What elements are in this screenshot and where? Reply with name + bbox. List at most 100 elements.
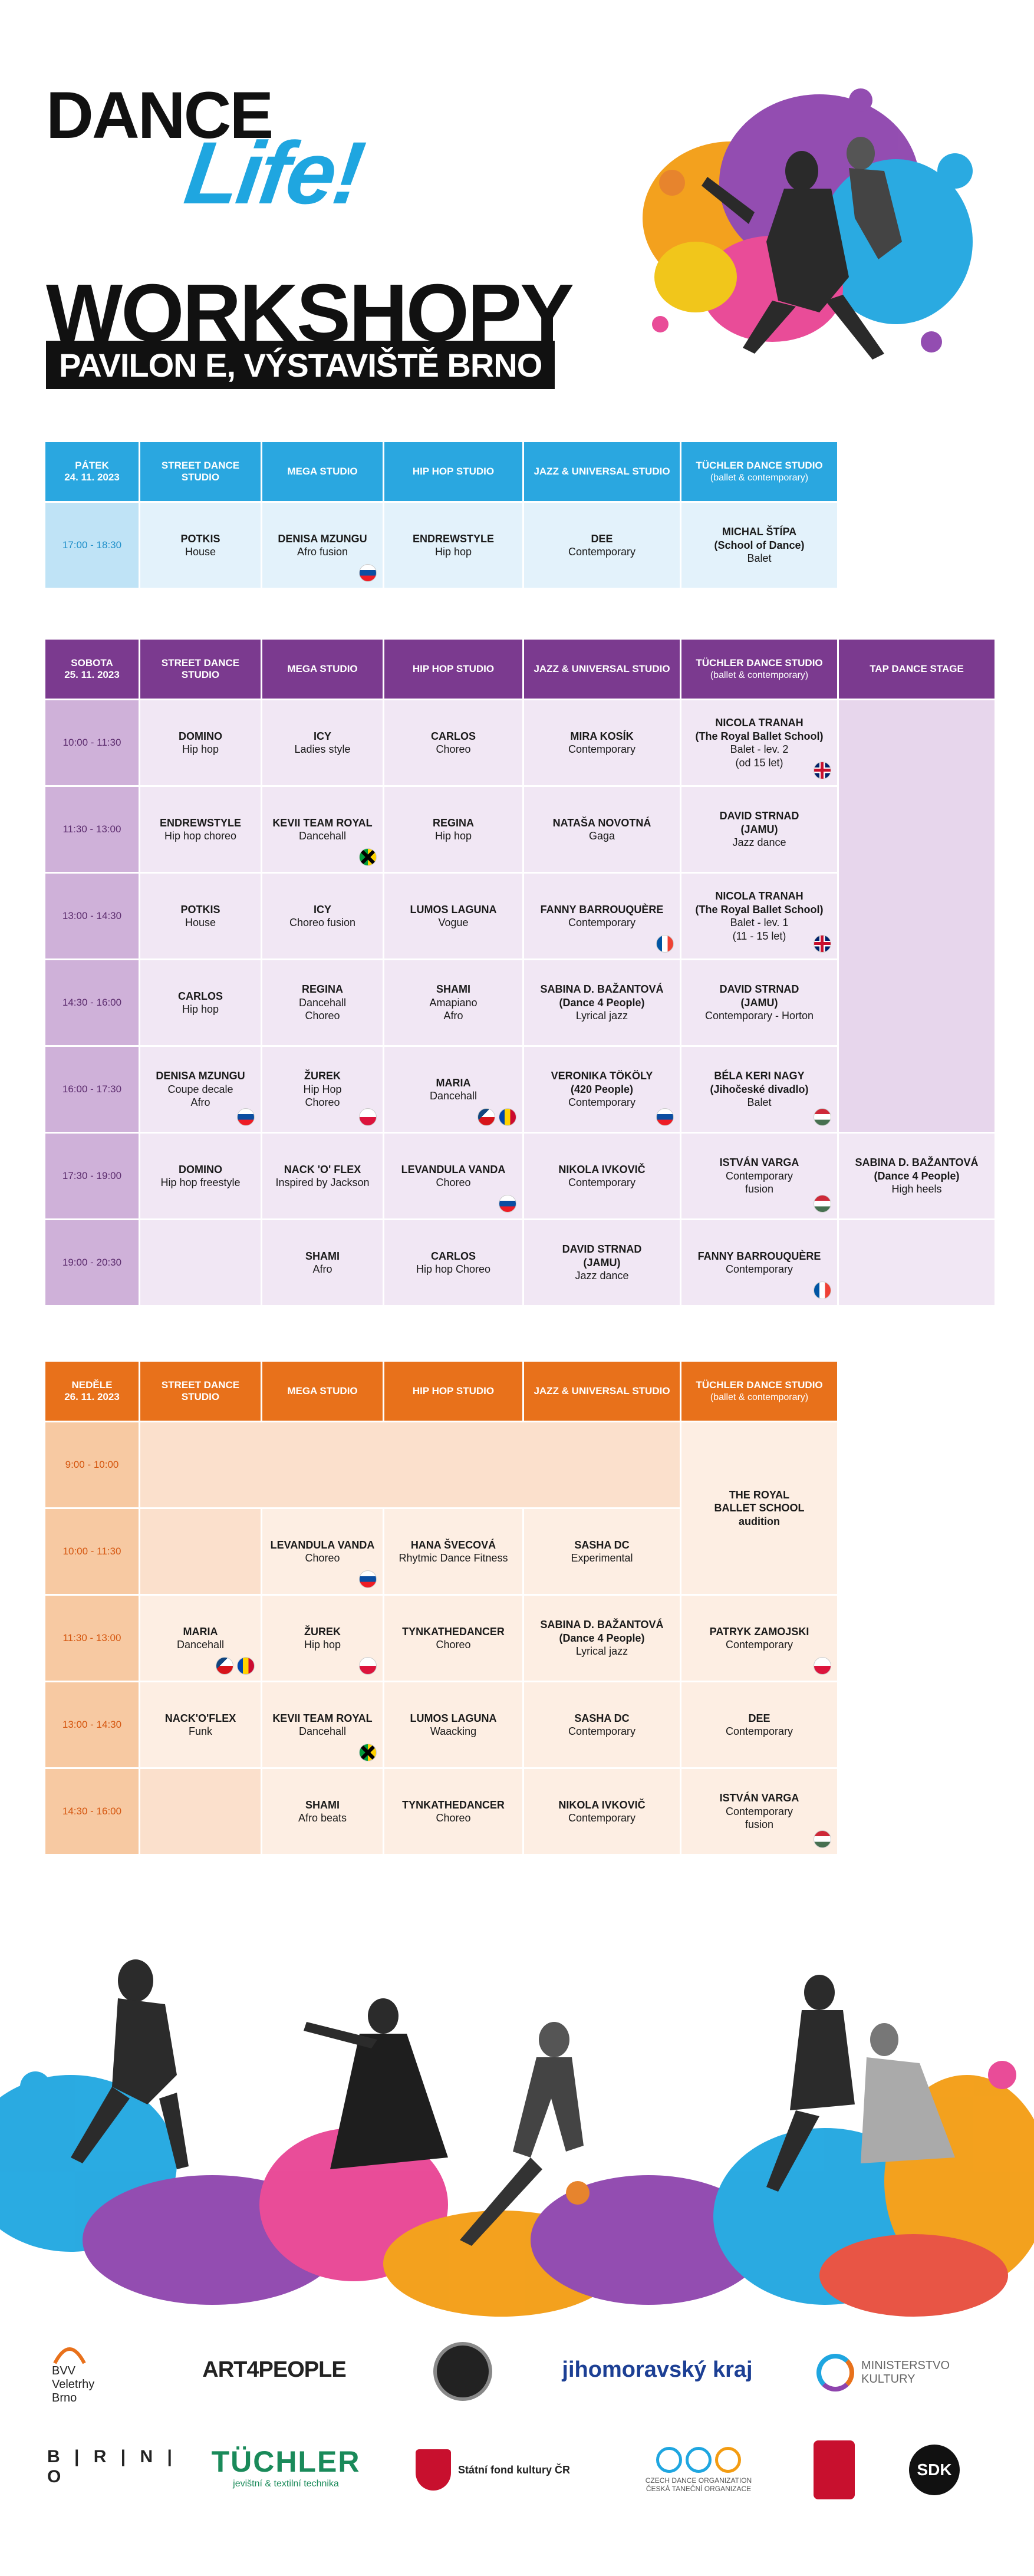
dance-style: House — [185, 546, 216, 558]
studio-label: STREET DANCE STUDIO — [161, 657, 240, 680]
time-slot: 11:30 - 13:00 — [45, 1596, 139, 1681]
table-row: 17:30 - 19:00 DOMINO Hip hop freestyle NA… — [45, 1134, 995, 1218]
workshop-cell: MICHAL ŠTÍPA (School of Dance) Balet — [681, 503, 837, 588]
mk-circle-icon — [816, 2354, 854, 2391]
studio-sublabel: (ballet & contemporary) — [710, 670, 809, 680]
table-row: 13:00 - 14:30 POTKIS House ICY Choreo fusi… — [45, 874, 995, 958]
tuchler-logo: TÜCHLER jevištní & textilní technika — [209, 2440, 363, 2493]
workshop-cell: NICOLA TRANAH (The Royal Ballet School) Ba… — [681, 874, 837, 958]
instructor-name: SABINA D. BAŽANTOVÁ — [855, 1157, 979, 1169]
instructor-affiliation: (Dance 4 People) — [874, 1170, 960, 1182]
instructor-affiliation: (School of Dance) — [714, 539, 805, 551]
workshop-cell: BÉLA KERI NAGY (Jihočeské divadlo) Balet — [681, 1047, 837, 1132]
slovakia-flag-icon — [499, 1195, 516, 1213]
workshop-cell: MIRA KOSÍK Contemporary — [524, 700, 680, 785]
workshop-cell: MARIA Dancehall — [384, 1047, 522, 1132]
jihomoravsky-kraj-logo: jihomoravský kraj — [554, 2355, 760, 2384]
brno-logo: B | R | N | O — [47, 2446, 183, 2488]
instructor-name: VERONIKA TÖKÖLY — [551, 1070, 653, 1082]
studio-label: MEGA STUDIO — [287, 663, 358, 674]
instructor-name: NICOLA TRANAH — [715, 717, 804, 729]
workshop-cell: ENDREWSTYLE Hip hop choreo — [140, 787, 261, 872]
time-slot: 13:00 - 14:30 — [45, 874, 139, 958]
studio-sublabel: (ballet & contemporary) — [710, 472, 809, 483]
uk-flag-icon — [814, 935, 831, 953]
instructor-name: BÉLA KERI NAGY — [714, 1070, 805, 1082]
workshop-cell: TYNKATHEDANCER Choreo — [384, 1769, 522, 1854]
dance-style: Dancehall — [298, 996, 347, 1009]
instructor-affiliation: (Dance 4 People) — [559, 996, 645, 1009]
instructor-name: NICOLA TRANAH — [715, 890, 804, 902]
dance-style: Balet - lev. 1 — [730, 917, 789, 928]
dance-style: Amapiano — [429, 996, 478, 1009]
sunday-schedule-table: NEDĚLE 26. 11. 2023 STREET DANCE STUDIO M… — [44, 1360, 839, 1856]
studio-header: MEGA STUDIO — [262, 1362, 383, 1421]
instructor-affiliation: (JAMU) — [740, 823, 778, 835]
bvv-text: BVV — [52, 2364, 76, 2377]
studio-header: TÜCHLER DANCE STUDIO (ballet & contempora… — [681, 442, 837, 501]
workshop-cell: POTKIS House — [140, 874, 261, 958]
time-slot: 17:00 - 18:30 — [45, 503, 139, 588]
dance-style-note: (11 - 15 let) — [732, 930, 786, 942]
mk-text: KULTURY — [861, 2373, 916, 2386]
jamaica-flag-icon — [359, 1744, 377, 1761]
studio-label: JAZZ & UNIVERSAL STUDIO — [534, 663, 670, 674]
moldova-flag-icon — [499, 1108, 516, 1126]
day-header: PÁTEK 24. 11. 2023 — [45, 442, 139, 501]
dance-style: Vogue — [438, 917, 469, 928]
hungary-flag-icon — [814, 1830, 831, 1848]
workshop-cell: FANNY BARROUQUÈRE Contemporary — [524, 874, 680, 958]
dance-style: Waacking — [430, 1725, 477, 1737]
time-slot: 9:00 - 10:00 — [45, 1422, 139, 1507]
instructor-name: MARIA — [436, 1076, 471, 1089]
studio-header: HIP HOP STUDIO — [384, 1362, 522, 1421]
studio-header: TAP DANCE STAGE — [839, 640, 995, 699]
instructor-name: NIKOLA IVKOVIČ — [558, 1798, 646, 1811]
day-date: 26. 11. 2023 — [64, 1391, 120, 1402]
dance-style: Hip Hop — [303, 1083, 342, 1095]
dance-style: Choreo — [436, 1812, 471, 1824]
instructor-name: ICY — [313, 730, 331, 742]
dance-style: Inspired by Jackson — [275, 1177, 370, 1188]
studio-label: STREET DANCE STUDIO — [161, 459, 240, 483]
page-title: WORKSHOPY — [46, 268, 574, 358]
instructor-affiliation: (JAMU) — [740, 996, 778, 1009]
studio-header: JAZZ & UNIVERSAL STUDIO — [524, 442, 680, 501]
instructor-name: TYNKATHEDANCER — [402, 1798, 505, 1811]
instructor-name: KEVII TEAM ROYAL — [272, 1712, 373, 1724]
day-name: PÁTEK — [75, 459, 109, 471]
studio-label: TÜCHLER DANCE STUDIO — [696, 657, 823, 669]
instructor-affiliation: (The Royal Ballet School) — [695, 730, 824, 742]
table-row: 19:00 - 20:30 SHAMI Afro CARLOS Hip hop Ch… — [45, 1220, 995, 1305]
day-date: 24. 11. 2023 — [64, 472, 120, 483]
dance-style: Contemporary — [568, 1177, 636, 1188]
dance-style: Hip hop freestyle — [160, 1177, 241, 1188]
day-name: NEDĚLE — [71, 1379, 113, 1391]
studio-header: JAZZ & UNIVERSAL STUDIO — [524, 640, 680, 699]
logo-dance-text: DANCE — [46, 78, 274, 152]
poland-flag-icon — [359, 1657, 377, 1675]
instructor-name: ICY — [313, 903, 331, 915]
table-row: 14:30 - 16:00 SHAMI Afro beats TYNKATHEDA… — [45, 1769, 837, 1854]
workshop-cell: LEVANDULA VANDA Choreo — [384, 1134, 522, 1218]
dance-style: House — [185, 917, 216, 928]
table-row: 9:00 - 10:00 THE ROYAL BALLET SCHOOL aud… — [45, 1422, 837, 1594]
sfk-lion-shield-icon — [416, 2449, 451, 2491]
time-slot: 11:30 - 13:00 — [45, 787, 139, 872]
sfk-text: Státní fond kultury ČR — [458, 2463, 570, 2476]
instructor-name: SASHA DC — [574, 1712, 630, 1724]
dance-style: Dancehall — [298, 1725, 347, 1737]
dance-style: Contemporary — [568, 917, 636, 928]
workshop-cell: REGINA Hip hop — [384, 787, 522, 872]
czech-flag-icon — [216, 1657, 233, 1675]
instructor-name: DEE — [591, 532, 613, 545]
instructor-name: MARIA — [183, 1625, 218, 1638]
dance-style: Contemporary — [725, 1805, 793, 1817]
workshop-cell: SABINA D. BAŽANTOVÁ (Dance 4 People) High … — [839, 1134, 995, 1218]
instructor-name: LEVANDULA VANDA — [401, 1163, 506, 1175]
instructor-name: ISTVÁN VARGA — [719, 1792, 799, 1804]
dance-style: Contemporary — [568, 1725, 636, 1737]
audition-line: BALLET SCHOOL — [714, 1502, 805, 1514]
instructor-name: PATRYK ZAMOJSKI — [709, 1625, 809, 1638]
dance-life-logo: DANCE Life! — [46, 83, 376, 230]
